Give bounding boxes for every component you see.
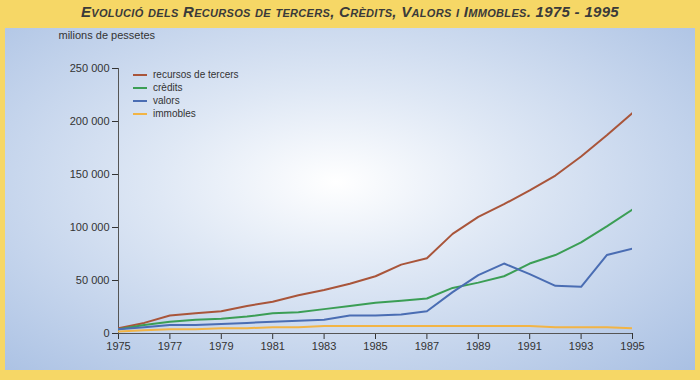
svg-text:1993: 1993 <box>569 340 593 352</box>
svg-text:milions de pessetes: milions de pessetes <box>59 29 156 41</box>
html-text:Evolució dels Recursos de terc: Evolució dels Recursos de tercers, Crèdi… <box>81 3 619 20</box>
svg-text:0: 0 <box>103 327 109 339</box>
svg-text:100 000: 100 000 <box>70 221 110 233</box>
svg-text:250 000: 250 000 <box>70 62 110 74</box>
svg-text:150 000: 150 000 <box>70 168 110 180</box>
svg-text:200 000: 200 000 <box>70 115 110 127</box>
html-text:recursos de tercers: recursos de tercers <box>153 69 239 80</box>
svg-text:1977: 1977 <box>158 340 182 352</box>
svg-text:1985: 1985 <box>363 340 387 352</box>
svg-text:1983: 1983 <box>312 340 336 352</box>
svg-text:1995: 1995 <box>620 340 644 352</box>
svg-text:1991: 1991 <box>517 340 541 352</box>
svg-text:50 000: 50 000 <box>76 274 110 286</box>
svg-text:1981: 1981 <box>260 340 284 352</box>
html-text:crèdits: crèdits <box>153 82 183 93</box>
html-text:valors: valors <box>153 95 180 106</box>
svg-text:1979: 1979 <box>209 340 233 352</box>
svg-text:1975: 1975 <box>106 340 130 352</box>
svg-text:1989: 1989 <box>466 340 490 352</box>
svg-text:1987: 1987 <box>415 340 439 352</box>
html-text:immobles: immobles <box>153 108 196 119</box>
